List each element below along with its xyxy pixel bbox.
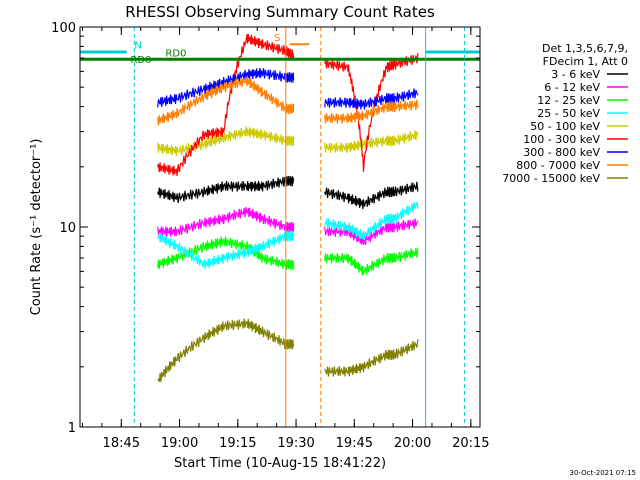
series-line (324, 52, 419, 172)
legend-label: 50 - 100 keV (530, 120, 600, 133)
flag-layer: N S RD0 RD0 (80, 27, 480, 427)
series-line (157, 68, 295, 108)
x-tick-label: 19:30 (277, 436, 314, 451)
series-800-7000-kev (157, 76, 419, 126)
series-line (324, 99, 419, 124)
series-7000-15000-kev (157, 318, 419, 383)
legend-label: 3 - 6 keV (551, 68, 600, 81)
legend-header: FDecim 1, Att 0 (543, 55, 628, 68)
series-line (157, 175, 295, 203)
series-layer (157, 33, 419, 383)
x-tick-label: 20:15 (452, 436, 489, 451)
series-100-300-kev (157, 33, 419, 177)
y-tick-label: 100 (51, 21, 76, 36)
x-tick-label: 18:45 (103, 436, 140, 451)
series-line (157, 206, 295, 237)
series-300-800-kev (157, 68, 419, 110)
x-tick-label: 19:15 (219, 436, 256, 451)
series-line (324, 88, 419, 110)
series-line (324, 181, 419, 210)
series-line (157, 33, 295, 177)
x-tick-label: 19:00 (161, 436, 198, 451)
series-3-6-kev (157, 175, 419, 210)
axis-ticks: 18:45 19:00 19:15 19:30 19:45 20:00 20:15 1 10 10… (51, 21, 489, 451)
series-25-50-kev (157, 201, 419, 270)
annotation-rd0: RD0 (165, 49, 186, 60)
y-axis-label: Count Rate (s⁻¹ detector⁻¹) (29, 139, 44, 316)
series-line (324, 201, 419, 241)
series-12-25-kev (157, 236, 419, 276)
annotation-rd0: RD0 (130, 55, 151, 66)
series-line (157, 231, 295, 270)
series-line (157, 318, 295, 383)
legend-header: Det 1,3,5,6,7,9, (542, 42, 628, 55)
legend-label: 300 - 800 keV (523, 146, 600, 159)
y-tick-label: 10 (59, 221, 76, 236)
legend: Det 1,3,5,6,7,9,FDecim 1, Att 03 - 6 keV… (502, 42, 628, 185)
legend-label: 7000 - 15000 keV (502, 172, 600, 185)
series-line (324, 218, 419, 246)
timestamp: 30-Oct-2021 07:15 (570, 469, 636, 477)
chart-title: RHESSI Observing Summary Count Rates (125, 3, 435, 21)
series-line (157, 236, 295, 270)
y-tick-label: 1 (68, 421, 76, 436)
legend-label: 6 - 12 keV (544, 81, 600, 94)
x-axis-label: Start Time (10-Aug-15 18:41:22) (174, 456, 386, 471)
legend-label: 800 - 7000 keV (516, 159, 600, 172)
series-line (324, 339, 419, 377)
series-6-12-kev (157, 206, 419, 246)
series-50-100-kev (157, 126, 419, 157)
x-tick-label: 19:45 (336, 436, 373, 451)
legend-label: 12 - 25 keV (537, 94, 600, 107)
x-tick-label: 20:00 (394, 436, 431, 451)
series-line (157, 126, 295, 157)
annotation-s: S (274, 33, 280, 44)
series-line (324, 130, 419, 153)
series-line (324, 247, 419, 276)
legend-label: 25 - 50 keV (537, 107, 600, 120)
series-line (157, 76, 295, 126)
annotation-n: N (134, 41, 141, 52)
legend-label: 100 - 300 keV (523, 133, 600, 146)
